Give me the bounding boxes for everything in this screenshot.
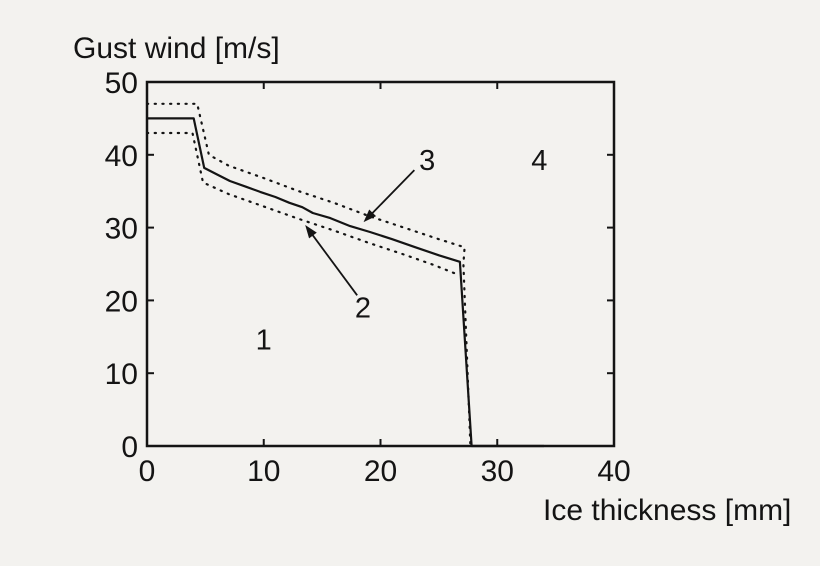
region-label-4: 4 <box>531 145 547 177</box>
region-label-1: 1 <box>256 325 272 357</box>
y-axis-title: Gust wind [m/s] <box>73 32 280 65</box>
x-tick-label: 40 <box>597 455 630 488</box>
y-tick-label: 40 <box>105 140 138 173</box>
arrow-to-curve-3-shaft <box>369 169 416 216</box>
region-label-2: 2 <box>355 293 371 325</box>
x-tick-label: 30 <box>481 455 514 488</box>
lower-confidence-bound-line <box>145 131 457 275</box>
boundary-curve-line <box>147 117 544 448</box>
x-tick-label: 20 <box>364 455 397 488</box>
region-label-3: 3 <box>419 145 435 177</box>
x-axis-title: Ice thickness [mm] <box>543 494 792 527</box>
arrow-to-curve-2-head <box>305 225 317 239</box>
x-tick-label: 10 <box>247 455 280 488</box>
y-tick-label: 30 <box>105 213 138 246</box>
arrow-to-curve-3-head <box>363 209 377 223</box>
y-tick-label: 10 <box>105 358 138 391</box>
arrow-to-curve-2-shaft <box>310 232 358 296</box>
y-tick-label: 0 <box>121 431 138 464</box>
y-tick-label: 50 <box>105 67 138 100</box>
y-tick-label: 20 <box>105 285 138 318</box>
plot-border <box>145 80 616 448</box>
x-tick-label: 0 <box>139 455 156 488</box>
